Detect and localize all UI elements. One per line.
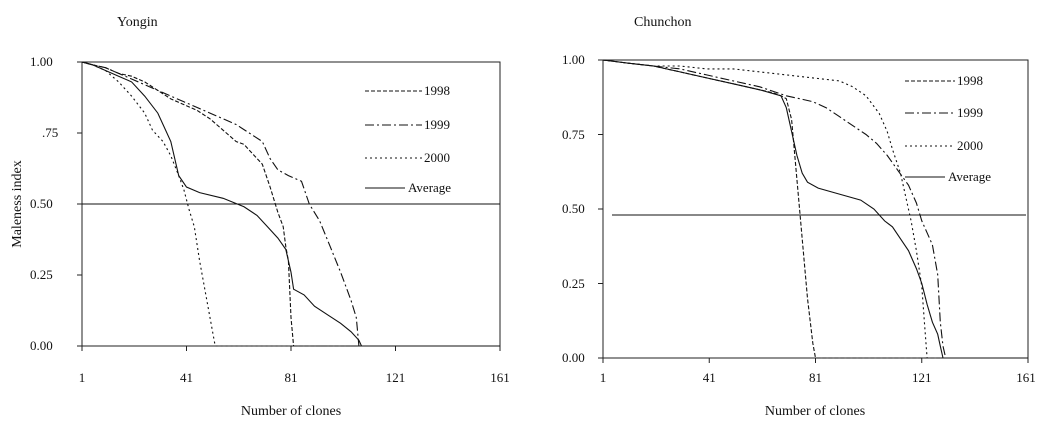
- y-tick-label: 0.25: [562, 276, 585, 291]
- series-group-chunchon: [602, 59, 1028, 359]
- x-tick-label: 1: [79, 370, 86, 385]
- y-tick-label: 0.50: [562, 201, 585, 216]
- chart-title-chunchon: Chunchon: [634, 15, 692, 30]
- y-tick-label: 0.50: [30, 196, 53, 211]
- series-line-average: [602, 59, 1028, 359]
- legend-chunchon: 1998 1999 2000 Average: [905, 73, 991, 184]
- y-tick-label: 0.00: [562, 350, 585, 365]
- x-axis-label-chunchon: Number of clones: [765, 404, 865, 419]
- legend-label-average: Average: [948, 169, 991, 184]
- x-tick-label: 121: [386, 370, 406, 385]
- chart-chunchon: Chunchon 0.00 0.25 0.50 0.75 1.00 1 41 8…: [562, 15, 1036, 419]
- legend-label-2000: 2000: [424, 150, 450, 165]
- chart-yongin: Yongin 0.00 0.25 0.50 .75 1.00 1 41 81 1…: [10, 15, 510, 419]
- x-tick-label: 161: [490, 370, 510, 385]
- y-tick-label: 1.00: [30, 54, 53, 69]
- y-tick-label: .75: [42, 125, 58, 140]
- legend-label-1999: 1999: [424, 117, 450, 132]
- x-tick-label: 161: [1016, 370, 1036, 385]
- ticks-yongin: [77, 61, 501, 351]
- x-axis-label-yongin: Number of clones: [241, 404, 341, 419]
- y-tick-label: 1.00: [562, 52, 585, 67]
- x-tick-label: 1: [600, 370, 607, 385]
- legend-label-1999: 1999: [957, 105, 983, 120]
- series-line-2000: [602, 59, 1028, 359]
- ticks-chunchon: [598, 59, 1029, 363]
- series-line-1998: [81, 61, 500, 347]
- series-group-yongin: [81, 61, 500, 347]
- y-tick-label: 0.75: [562, 127, 585, 142]
- series-line-1999: [81, 61, 500, 347]
- chart-title-yongin: Yongin: [117, 15, 158, 30]
- series-line-2000: [81, 61, 500, 347]
- x-tick-label: 81: [285, 370, 298, 385]
- x-tick-label: 41: [180, 370, 193, 385]
- x-tick-label: 121: [912, 370, 932, 385]
- legend-label-2000: 2000: [957, 138, 983, 153]
- legend-label-1998: 1998: [424, 83, 450, 98]
- series-line-1999: [602, 59, 1028, 359]
- series-line-average: [81, 61, 500, 347]
- y-tick-label: 0.00: [30, 338, 53, 353]
- legend-label-1998: 1998: [957, 73, 983, 88]
- y-tick-label: 0.25: [30, 267, 53, 282]
- legend-yongin: 1998 1999 2000 Average: [365, 83, 451, 195]
- y-axis-label: Maleness index: [10, 160, 25, 247]
- legend-label-average: Average: [408, 180, 451, 195]
- x-tick-label: 41: [703, 370, 716, 385]
- x-tick-label: 81: [809, 370, 822, 385]
